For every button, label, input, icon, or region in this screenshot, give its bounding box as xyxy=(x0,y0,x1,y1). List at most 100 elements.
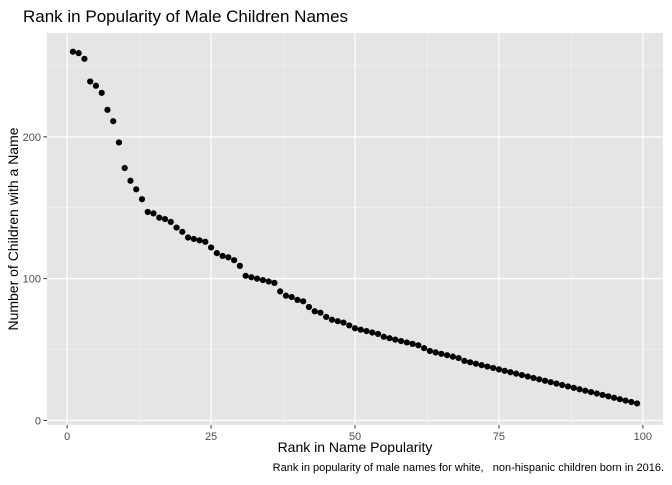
data-point xyxy=(328,316,336,323)
data-point xyxy=(518,371,526,379)
data-point xyxy=(397,337,405,345)
x-axis: 0 25 50 75 100 xyxy=(64,425,652,443)
data-point xyxy=(294,296,301,304)
data-point xyxy=(432,349,439,356)
data-point xyxy=(207,244,215,251)
data-point xyxy=(334,318,341,325)
data-point xyxy=(420,345,428,352)
data-point xyxy=(69,48,77,55)
data-point xyxy=(559,381,566,389)
data-point xyxy=(461,357,468,364)
data-point xyxy=(363,328,370,335)
data-point xyxy=(593,390,600,397)
x-tick-label: 25 xyxy=(205,431,217,443)
data-point xyxy=(277,288,284,295)
data-point xyxy=(219,252,226,260)
chart-title: Rank in Popularity of Male Children Name… xyxy=(23,7,348,26)
y-axis-label: Number of Children with a Name xyxy=(5,127,21,330)
data-point xyxy=(553,380,560,387)
data-point xyxy=(346,322,353,329)
data-point xyxy=(564,383,572,390)
data-point xyxy=(622,397,629,404)
data-point xyxy=(616,396,623,403)
data-point xyxy=(340,319,347,326)
data-point xyxy=(300,298,307,305)
data-point xyxy=(484,363,491,370)
data-point xyxy=(478,362,485,369)
x-tick-label: 0 xyxy=(64,431,70,443)
y-tick-label: 100 xyxy=(23,274,41,286)
data-point xyxy=(282,292,290,299)
data-point xyxy=(369,329,376,336)
data-point xyxy=(374,330,382,338)
data-point xyxy=(605,393,612,400)
data-point xyxy=(254,275,261,282)
data-point xyxy=(127,177,134,184)
data-point xyxy=(380,333,387,340)
data-point xyxy=(305,303,313,311)
data-point xyxy=(386,335,393,342)
data-point xyxy=(317,309,324,316)
data-point xyxy=(248,274,255,281)
data-point xyxy=(409,340,416,347)
data-point xyxy=(225,254,232,261)
data-point xyxy=(467,359,474,366)
data-point xyxy=(144,208,151,216)
data-point xyxy=(138,196,146,203)
data-point xyxy=(271,279,278,286)
data-point xyxy=(115,139,123,146)
data-point xyxy=(633,400,641,407)
data-point xyxy=(536,376,543,383)
data-point xyxy=(587,388,595,396)
data-point xyxy=(582,387,589,394)
data-point xyxy=(495,366,503,373)
data-point xyxy=(438,350,445,357)
data-point xyxy=(75,50,82,57)
data-point xyxy=(150,210,157,217)
data-point xyxy=(231,257,238,264)
data-point xyxy=(92,82,100,89)
data-point xyxy=(110,118,117,125)
data-point xyxy=(121,164,128,172)
x-axis-label: Rank in Name Popularity xyxy=(278,439,433,455)
data-point xyxy=(570,384,577,391)
data-point xyxy=(81,55,88,62)
data-point xyxy=(530,374,537,382)
data-point xyxy=(524,373,531,380)
data-point xyxy=(156,214,163,221)
data-point xyxy=(507,369,514,376)
y-tick-label: 0 xyxy=(35,415,41,427)
data-point xyxy=(501,367,508,374)
x-tick-label: 100 xyxy=(634,431,652,443)
data-point xyxy=(547,379,554,386)
data-point xyxy=(415,342,422,349)
data-point xyxy=(403,339,410,346)
data-point xyxy=(104,106,111,113)
data-point xyxy=(236,262,243,269)
data-point xyxy=(392,336,399,343)
data-point xyxy=(444,352,451,359)
data-point xyxy=(265,278,272,285)
data-point xyxy=(323,313,330,321)
data-point xyxy=(513,370,520,377)
x-tick-label: 50 xyxy=(349,431,361,443)
y-axis: 0 100 200 xyxy=(23,132,47,427)
data-points xyxy=(69,48,641,407)
data-point xyxy=(357,326,364,333)
chart-caption: Rank in popularity of male names for whi… xyxy=(273,462,664,474)
data-point xyxy=(490,364,497,372)
data-point xyxy=(259,276,266,284)
data-point xyxy=(242,272,249,279)
data-point xyxy=(179,228,186,235)
data-point xyxy=(161,215,169,223)
x-tick-label: 75 xyxy=(493,431,505,443)
data-point xyxy=(133,186,140,193)
data-point xyxy=(167,218,174,226)
data-point xyxy=(541,377,549,384)
data-point xyxy=(455,354,462,362)
data-point xyxy=(173,224,180,231)
data-point xyxy=(599,391,606,399)
data-point xyxy=(472,360,479,367)
